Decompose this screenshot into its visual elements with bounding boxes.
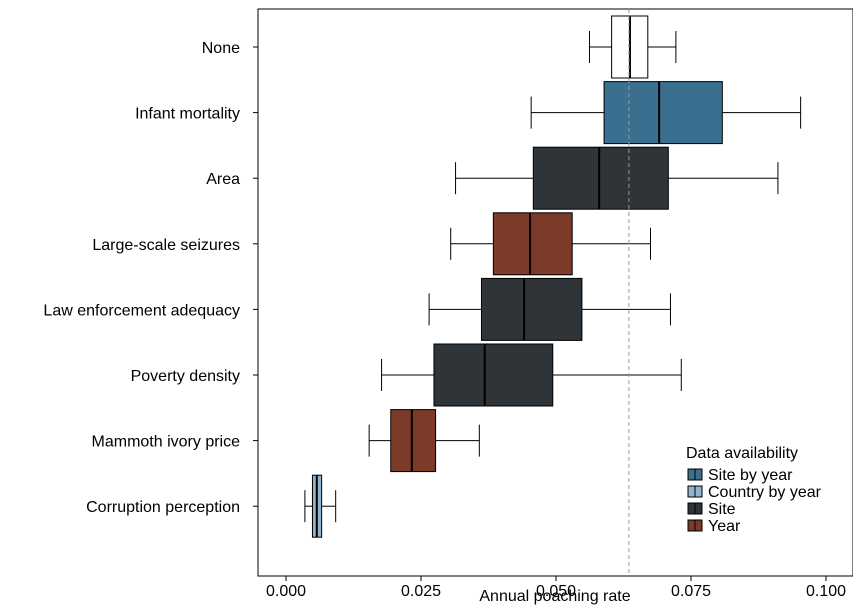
box-law-enforcement-adequacy — [428, 277, 671, 341]
x-tick-label: 0.050 — [536, 583, 576, 600]
box-body — [433, 343, 554, 407]
category-label-poverty-density: Poverty density — [131, 368, 240, 385]
legend-label-site-by-year: Site by year — [708, 467, 793, 484]
legend-label-year: Year — [708, 518, 741, 535]
legend-title: Data availability — [686, 445, 798, 462]
box-body — [480, 277, 583, 341]
x-axis: 0.000 0.025 0.050 0.075 0.100 — [266, 576, 846, 600]
box-large-scale-seizures — [450, 212, 651, 276]
box-mammoth-ivory-price — [368, 409, 480, 473]
box-none — [588, 15, 677, 79]
box-body — [492, 212, 573, 276]
category-label-none: None — [202, 40, 240, 57]
category-label-mammoth-ivory-price: Mammoth ivory price — [92, 434, 241, 451]
x-axis-label: Annual poaching rate — [479, 588, 630, 605]
box-body — [532, 146, 669, 210]
box-infant-mortality — [530, 81, 802, 145]
box-body — [603, 81, 723, 145]
x-tick-label: 0.025 — [401, 583, 441, 600]
x-tick-label: 0.075 — [671, 583, 711, 600]
box-poverty-density — [381, 343, 682, 407]
box-group — [304, 9, 802, 576]
category-label-corruption-perception: Corruption perception — [86, 499, 240, 516]
box-body — [390, 409, 437, 473]
legend-label-site: Site — [708, 501, 736, 518]
category-label-area: Area — [206, 171, 240, 188]
category-label-infant-mortality: Infant mortality — [135, 106, 240, 123]
x-tick-label: 0.000 — [266, 583, 306, 600]
box-corruption-perception — [304, 474, 337, 538]
category-label-large-scale-seizures: Large-scale seizures — [92, 237, 240, 254]
category-labels: None Infant mortality Area Large-scale seiz… — [43, 40, 258, 516]
x-tick-label: 0.100 — [806, 583, 846, 600]
category-label-law-enforcement-adequacy: Law enforcement adequacy — [43, 302, 240, 319]
legend-label-country-by-year: Country by year — [708, 484, 822, 501]
box-area — [455, 146, 779, 210]
